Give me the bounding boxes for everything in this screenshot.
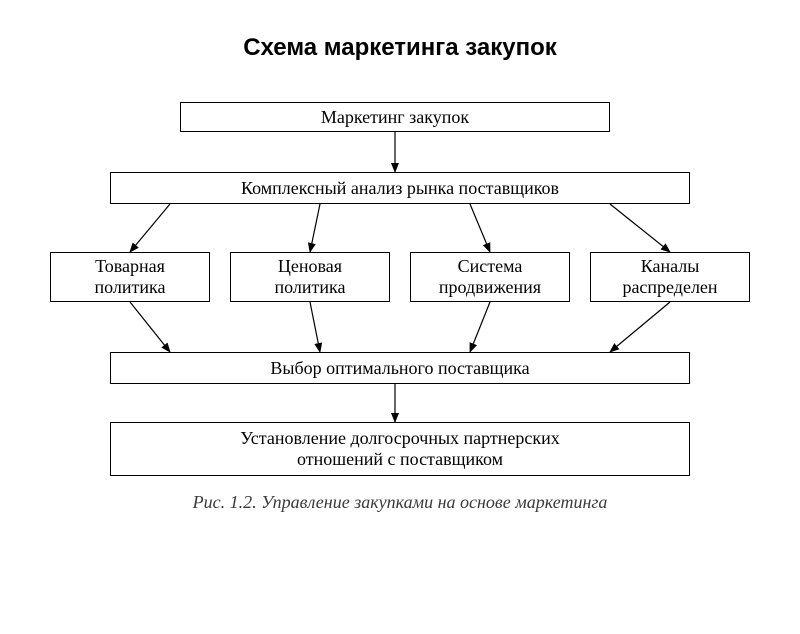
- flowchart-edge: [130, 204, 170, 252]
- flowchart-edge: [130, 302, 170, 352]
- flowchart-edge: [470, 302, 490, 352]
- flowchart-edge: [470, 204, 490, 252]
- flowchart-node-n8: Установление долгосрочных партнерскихотн…: [110, 422, 690, 476]
- flowchart-node-n7: Выбор оптимального поставщика: [110, 352, 690, 384]
- flowchart-node-n4: Ценоваяполитика: [230, 252, 390, 302]
- flowchart-node-n3: Товарнаяполитика: [50, 252, 210, 302]
- flowchart-node-n2: Комплексный анализ рынка поставщиков: [110, 172, 690, 204]
- figure-caption: Рис. 1.2. Управление закупками на основе…: [150, 492, 650, 513]
- flowchart-edge: [310, 204, 320, 252]
- flowchart-edge: [310, 302, 320, 352]
- flowchart-node-n6: Каналыраспределен: [590, 252, 750, 302]
- flowchart-node-n1: Маркетинг закупок: [180, 102, 610, 132]
- flowchart-node-n5: Системапродвижения: [410, 252, 570, 302]
- flowchart-edge: [610, 204, 670, 252]
- flowchart-diagram: Маркетинг закупок Комплексный анализ рынк…: [50, 102, 750, 522]
- flowchart-edge: [610, 302, 670, 352]
- page-title: Схема маркетинга закупок: [0, 34, 800, 62]
